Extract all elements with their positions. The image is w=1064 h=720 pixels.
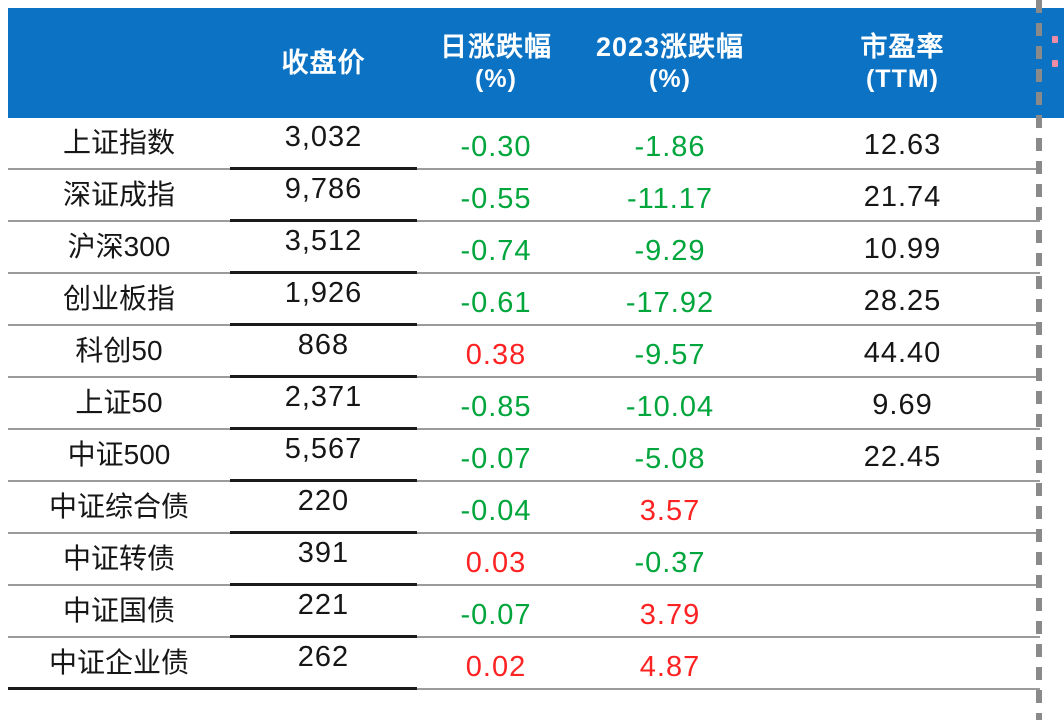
row-label: 中证国债 (8, 586, 230, 638)
row-label: 沪深300 (8, 222, 230, 274)
header-2023-change-unit: (%) (649, 65, 691, 94)
header-close-price: 收盘价 (230, 8, 417, 118)
cropped-text-fragment (1052, 60, 1058, 67)
header-daily-change-unit: (%) (475, 65, 517, 94)
header-2023-change-label: 2023涨跌幅 (595, 32, 745, 63)
daily-change-value: -0.55 (417, 170, 575, 222)
ytd2023-change-value: -0.37 (575, 534, 765, 586)
close-price-value: 3,512 (230, 222, 417, 274)
table-row: 中证企业债 262 0.02 4.87 (8, 638, 1040, 690)
pe-ttm-value (765, 534, 1040, 586)
ytd2023-change-value: -11.17 (575, 170, 765, 222)
row-label: 深证成指 (8, 170, 230, 222)
row-label: 中证综合债 (8, 482, 230, 534)
pe-ttm-value: 9.69 (765, 378, 1040, 430)
close-price-value: 9,786 (230, 170, 417, 222)
table-row: 深证成指 9,786 -0.55 -11.17 21.74 (8, 170, 1040, 222)
ytd2023-change-value: -17.92 (575, 274, 765, 326)
cropped-text-fragment (1052, 36, 1058, 43)
ytd2023-change-value: 4.87 (575, 638, 765, 690)
daily-change-value: 0.03 (417, 534, 575, 586)
close-price-value: 2,371 (230, 378, 417, 430)
ytd2023-change-value: -5.08 (575, 430, 765, 482)
table-row: 中证国债 221 -0.07 3.79 (8, 586, 1040, 638)
daily-change-value: 0.02 (417, 638, 575, 690)
close-price-value: 868 (230, 326, 417, 378)
row-label: 中证转债 (8, 534, 230, 586)
ytd2023-change-value: -9.57 (575, 326, 765, 378)
row-label: 上证50 (8, 378, 230, 430)
pe-ttm-value (765, 482, 1040, 534)
table-row: 上证指数 3,032 -0.30 -1.86 12.63 (8, 118, 1040, 170)
pe-ttm-value: 21.74 (765, 170, 1040, 222)
close-price-value: 220 (230, 482, 417, 534)
table-row: 上证50 2,371 -0.85 -10.04 9.69 (8, 378, 1040, 430)
close-price-value: 262 (230, 638, 417, 690)
header-pe-ttm-unit: (TTM) (865, 65, 940, 94)
header-daily-change-label: 日涨跌幅 (440, 32, 552, 63)
ytd2023-change-value: -1.86 (575, 118, 765, 170)
close-price-value: 3,032 (230, 118, 417, 170)
table-row: 中证转债 391 0.03 -0.37 (8, 534, 1040, 586)
ytd2023-change-value: -9.29 (575, 222, 765, 274)
header-daily-change: 日涨跌幅 (%) (417, 8, 575, 118)
row-label: 科创50 (8, 326, 230, 378)
close-price-value: 391 (230, 534, 417, 586)
daily-change-value: -0.85 (417, 378, 575, 430)
header-pe-ttm-label: 市盈率 (860, 32, 945, 63)
daily-change-value: -0.07 (417, 430, 575, 482)
ytd2023-change-value: -10.04 (575, 378, 765, 430)
ytd2023-change-value: 3.79 (575, 586, 765, 638)
pe-ttm-value: 44.40 (765, 326, 1040, 378)
header-close-price-label: 收盘价 (281, 47, 366, 78)
daily-change-value: -0.61 (417, 274, 575, 326)
pe-ttm-value: 28.25 (765, 274, 1040, 326)
pe-ttm-value: 12.63 (765, 118, 1040, 170)
close-price-value: 5,567 (230, 430, 417, 482)
pe-ttm-value (765, 638, 1040, 690)
close-price-value: 1,926 (230, 274, 417, 326)
header-pe-ttm: 市盈率 (TTM) (765, 8, 1040, 118)
header-2023-change: 2023涨跌幅 (%) (575, 8, 765, 118)
daily-change-value: -0.74 (417, 222, 575, 274)
header-row-label-spacer (8, 8, 230, 118)
row-label: 上证指数 (8, 118, 230, 170)
pe-ttm-value: 22.45 (765, 430, 1040, 482)
table-row: 中证500 5,567 -0.07 -5.08 22.45 (8, 430, 1040, 482)
table-row: 科创50 868 0.38 -9.57 44.40 (8, 326, 1040, 378)
table-row: 创业板指 1,926 -0.61 -17.92 28.25 (8, 274, 1040, 326)
row-label: 创业板指 (8, 274, 230, 326)
pe-ttm-value (765, 586, 1040, 638)
daily-change-value: 0.38 (417, 326, 575, 378)
row-label: 中证企业债 (8, 638, 230, 690)
pe-ttm-value: 10.99 (765, 222, 1040, 274)
excel-selection-dashed-border (1036, 0, 1042, 720)
table-header: 收盘价 日涨跌幅 (%) 2023涨跌幅 (%) 市盈率 (TTM) (8, 8, 1064, 118)
row-label: 中证500 (8, 430, 230, 482)
daily-change-value: -0.30 (417, 118, 575, 170)
daily-change-value: -0.07 (417, 586, 575, 638)
ytd2023-change-value: 3.57 (575, 482, 765, 534)
cropped-next-column-fragment (1042, 8, 1064, 118)
close-price-value: 221 (230, 586, 417, 638)
daily-change-value: -0.04 (417, 482, 575, 534)
index-performance-table: 收盘价 日涨跌幅 (%) 2023涨跌幅 (%) 市盈率 (TTM) 上证指数 … (8, 8, 1064, 690)
table-row: 中证综合债 220 -0.04 3.57 (8, 482, 1040, 534)
table-body: 上证指数 3,032 -0.30 -1.86 12.63 深证成指 9,786 … (8, 118, 1064, 690)
table-row: 沪深300 3,512 -0.74 -9.29 10.99 (8, 222, 1040, 274)
